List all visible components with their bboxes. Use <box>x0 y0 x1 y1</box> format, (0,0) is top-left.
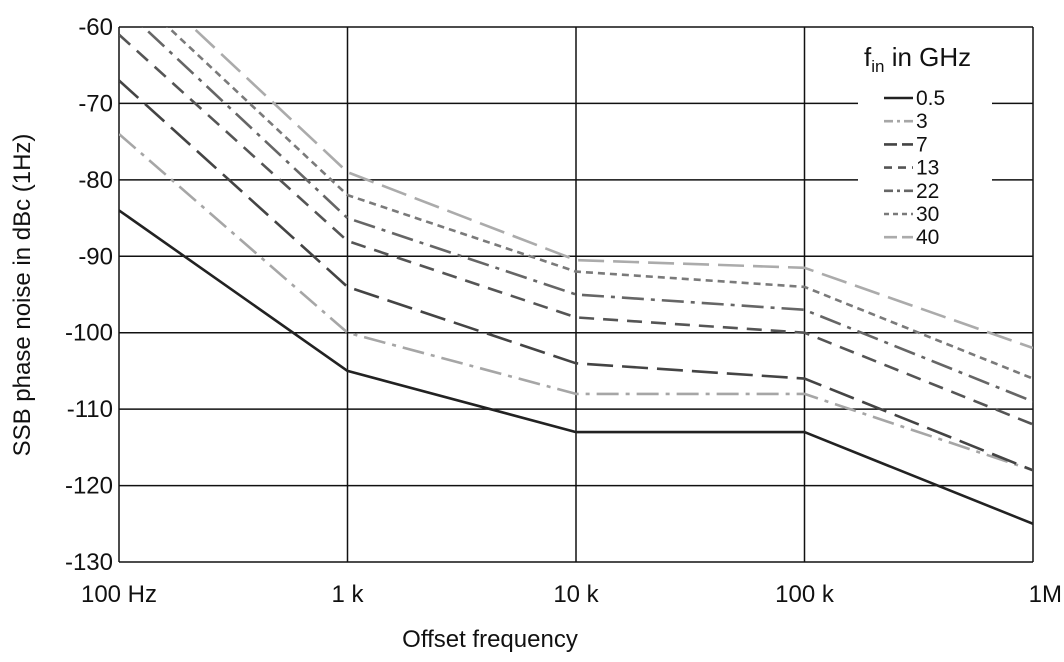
legend-label: 22 <box>916 180 939 203</box>
y-tick-label: -90 <box>78 243 113 270</box>
y-tick-label: -120 <box>65 473 113 500</box>
x-tick-label: 100 Hz <box>81 581 157 608</box>
legend-title-rest: in GHz <box>884 42 971 72</box>
y-tick-label: -130 <box>65 549 113 576</box>
y-tick-label: -80 <box>78 167 113 194</box>
legend-label: 3 <box>916 110 928 133</box>
legend-title-f: f <box>864 42 872 72</box>
series-line-22 <box>141 27 1033 403</box>
legend-label: 0.5 <box>916 87 945 110</box>
legend-background <box>858 40 992 250</box>
series-line-13 <box>119 33 1033 426</box>
legend-label: 40 <box>916 226 939 249</box>
series-line-30 <box>166 27 1033 380</box>
series-line-7 <box>119 79 1033 472</box>
legend-label: 13 <box>916 157 939 180</box>
series-line-3 <box>119 133 1033 472</box>
legend-title: fin in GHz <box>864 42 971 76</box>
legend-label: 7 <box>916 133 928 156</box>
y-tick-label: -70 <box>78 90 113 117</box>
y-tick-label: -60 <box>78 14 113 41</box>
x-tick-label: 100 k <box>775 581 835 608</box>
x-tick-label: 1M <box>1029 581 1062 608</box>
legend-title-sub: in <box>871 57 884 76</box>
x-tick-label: 10 k <box>553 581 599 608</box>
series-line-0-5 <box>119 209 1033 526</box>
legend-label: 30 <box>916 203 939 226</box>
x-tick-label: 1 k <box>331 581 364 608</box>
x-axis-title: Offset frequency <box>402 626 578 653</box>
y-tick-label: -110 <box>67 396 113 423</box>
y-axis-title: SSB phase noise in dBc (1Hz) <box>9 134 36 457</box>
y-tick-label: -100 <box>65 320 113 347</box>
